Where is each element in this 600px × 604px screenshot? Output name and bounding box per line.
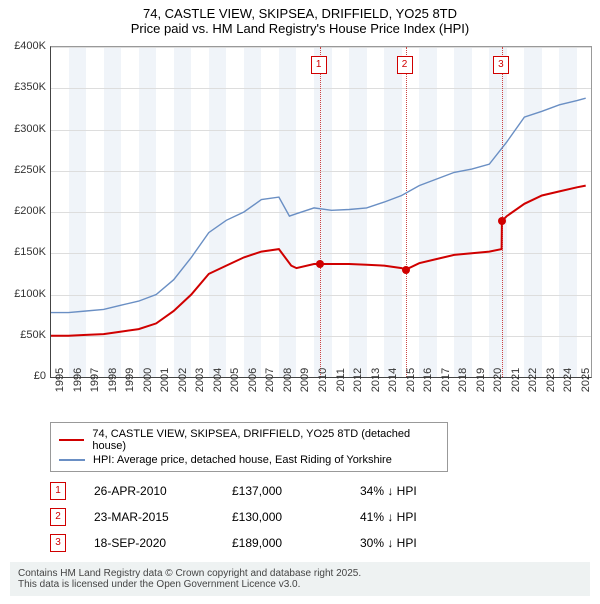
y-axis-label: £50K bbox=[0, 329, 46, 341]
legend-label: 74, CASTLE VIEW, SKIPSEA, DRIFFIELD, YO2… bbox=[92, 428, 439, 452]
event-delta: 34% ↓ HPI bbox=[360, 484, 480, 498]
x-axis-label: 2013 bbox=[370, 368, 382, 392]
x-axis-label: 1998 bbox=[107, 368, 119, 392]
legend-swatch bbox=[59, 459, 85, 461]
event-date: 23-MAR-2015 bbox=[94, 510, 204, 524]
x-axis-label: 2000 bbox=[142, 368, 154, 392]
x-axis-label: 2008 bbox=[282, 368, 294, 392]
price-dot bbox=[402, 266, 410, 274]
legend-swatch bbox=[59, 439, 84, 441]
price-dot bbox=[498, 217, 506, 225]
chart: £0 £50K £100K £150K £200K £250K £300K £350K £400… bbox=[0, 40, 600, 420]
x-axis-label: 2024 bbox=[562, 368, 574, 392]
x-axis-label: 1996 bbox=[72, 368, 84, 392]
event-price: £137,000 bbox=[232, 484, 332, 498]
root: 74, CASTLE VIEW, SKIPSEA, DRIFFIELD, YO2… bbox=[0, 0, 600, 596]
event-badge: 3 bbox=[493, 56, 509, 74]
events-table: 1 26-APR-2010 £137,000 34% ↓ HPI 2 23-MAR-201… bbox=[50, 478, 590, 556]
event-delta: 30% ↓ HPI bbox=[360, 536, 480, 550]
x-axis-label: 2010 bbox=[317, 368, 329, 392]
legend-label: HPI: Average price, detached house, East… bbox=[93, 454, 392, 466]
attribution: Contains HM Land Registry data © Crown c… bbox=[10, 562, 590, 596]
price-dot bbox=[316, 260, 324, 268]
x-axis-label: 1999 bbox=[124, 368, 136, 392]
event-delta: 41% ↓ HPI bbox=[360, 510, 480, 524]
y-axis-label: £400K bbox=[0, 40, 46, 52]
event-row: 2 23-MAR-2015 £130,000 41% ↓ HPI bbox=[50, 504, 590, 530]
x-axis-label: 2021 bbox=[510, 368, 522, 392]
x-axis-label: 2007 bbox=[264, 368, 276, 392]
series-hpi bbox=[51, 98, 586, 312]
x-axis-label: 2004 bbox=[212, 368, 224, 392]
x-axis-label: 2009 bbox=[299, 368, 311, 392]
x-axis-label: 2005 bbox=[229, 368, 241, 392]
x-axis-label: 1997 bbox=[89, 368, 101, 392]
event-row-badge: 2 bbox=[50, 508, 66, 526]
y-axis-label: £300K bbox=[0, 123, 46, 135]
x-axis-label: 2015 bbox=[405, 368, 417, 392]
title-line2: Price paid vs. HM Land Registry's House … bbox=[10, 21, 590, 36]
x-axis-label: 2020 bbox=[492, 368, 504, 392]
y-axis-label: £350K bbox=[0, 81, 46, 93]
x-axis-label: 2022 bbox=[527, 368, 539, 392]
x-axis-label: 2019 bbox=[475, 368, 487, 392]
attrib-line1: Contains HM Land Registry data © Crown c… bbox=[18, 568, 582, 579]
line-layer bbox=[51, 47, 591, 377]
event-row: 3 18-SEP-2020 £189,000 30% ↓ HPI bbox=[50, 530, 590, 556]
event-date: 18-SEP-2020 bbox=[94, 536, 204, 550]
attrib-line2: This data is licensed under the Open Gov… bbox=[18, 579, 582, 590]
legend-row: HPI: Average price, detached house, East… bbox=[59, 453, 439, 467]
y-axis-label: £0 bbox=[0, 370, 46, 382]
x-axis-label: 2023 bbox=[545, 368, 557, 392]
y-axis-label: £100K bbox=[0, 288, 46, 300]
event-price: £130,000 bbox=[232, 510, 332, 524]
x-axis-label: 2014 bbox=[387, 368, 399, 392]
x-axis-label: 2012 bbox=[352, 368, 364, 392]
x-axis-label: 2006 bbox=[247, 368, 259, 392]
event-row: 1 26-APR-2010 £137,000 34% ↓ HPI bbox=[50, 478, 590, 504]
event-badge: 1 bbox=[311, 56, 327, 74]
x-axis-label: 1995 bbox=[54, 368, 66, 392]
event-date: 26-APR-2010 bbox=[94, 484, 204, 498]
legend: 74, CASTLE VIEW, SKIPSEA, DRIFFIELD, YO2… bbox=[50, 422, 448, 472]
event-row-badge: 1 bbox=[50, 482, 66, 500]
x-axis-label: 2003 bbox=[194, 368, 206, 392]
x-axis-label: 2002 bbox=[177, 368, 189, 392]
x-axis-label: 2011 bbox=[335, 368, 347, 392]
x-axis-label: 2017 bbox=[440, 368, 452, 392]
plot-area bbox=[50, 46, 592, 378]
x-axis-label: 2025 bbox=[580, 368, 592, 392]
y-axis-label: £150K bbox=[0, 246, 46, 258]
x-axis-label: 2018 bbox=[457, 368, 469, 392]
event-badge: 2 bbox=[397, 56, 413, 74]
title-block: 74, CASTLE VIEW, SKIPSEA, DRIFFIELD, YO2… bbox=[0, 0, 600, 40]
y-axis-label: £250K bbox=[0, 164, 46, 176]
legend-row: 74, CASTLE VIEW, SKIPSEA, DRIFFIELD, YO2… bbox=[59, 427, 439, 453]
event-price: £189,000 bbox=[232, 536, 332, 550]
title-line1: 74, CASTLE VIEW, SKIPSEA, DRIFFIELD, YO2… bbox=[10, 6, 590, 21]
event-row-badge: 3 bbox=[50, 534, 66, 552]
x-axis-label: 2001 bbox=[159, 368, 171, 392]
y-axis-label: £200K bbox=[0, 205, 46, 217]
x-axis-label: 2016 bbox=[422, 368, 434, 392]
